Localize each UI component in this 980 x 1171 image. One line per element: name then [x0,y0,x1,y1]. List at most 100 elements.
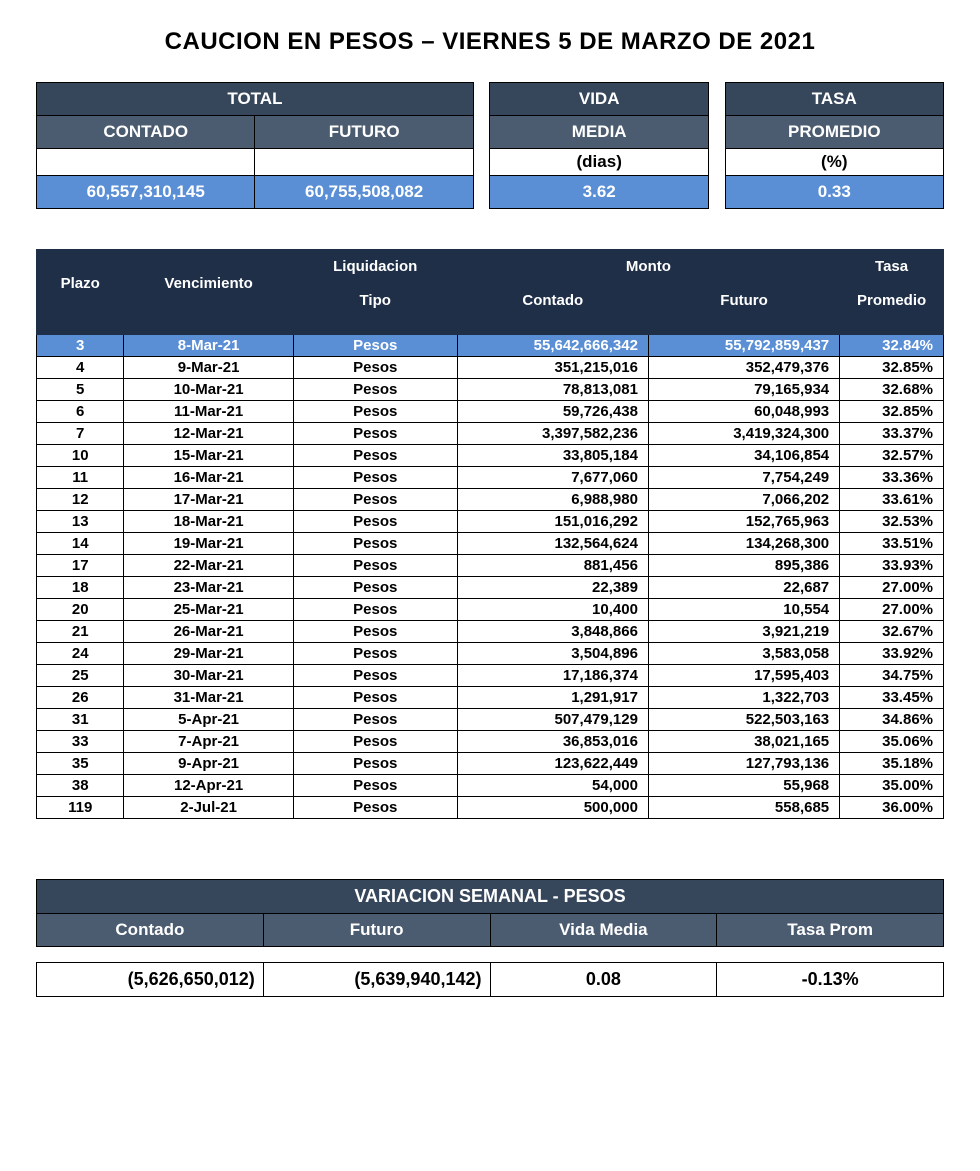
detail-table: Plazo Vencimiento Liquidacion Monto Tasa… [36,249,944,819]
var-col-contado: Contado [37,914,264,947]
cell-futuro: 79,165,934 [648,379,839,401]
cell-venc: 23-Mar-21 [124,577,293,599]
cell-venc: 12-Mar-21 [124,423,293,445]
cell-contado: 33,805,184 [457,445,648,467]
cell-futuro: 558,685 [648,797,839,819]
cell-tasa: 27.00% [840,599,944,621]
summary-tasaprom-value: 0.33 [725,176,943,209]
table-row: 2126-Mar-21Pesos3,848,8663,921,21932.67% [37,621,944,643]
table-row: 1318-Mar-21Pesos151,016,292152,765,96332… [37,511,944,533]
cell-futuro: 3,419,324,300 [648,423,839,445]
cell-tasa: 32.53% [840,511,944,533]
cell-tasa: 27.00% [840,577,944,599]
summary-promedio-header: PROMEDIO [725,116,943,149]
cell-plazo: 4 [37,357,124,379]
cell-tasa: 33.92% [840,643,944,665]
cell-plazo: 13 [37,511,124,533]
cell-plazo: 7 [37,423,124,445]
summary-dias-unit: (dias) [490,149,708,176]
table-row: 2631-Mar-21Pesos1,291,9171,322,70333.45% [37,687,944,709]
cell-futuro: 60,048,993 [648,401,839,423]
cell-contado: 151,016,292 [457,511,648,533]
cell-contado: 132,564,624 [457,533,648,555]
cell-plazo: 17 [37,555,124,577]
cell-futuro: 55,968 [648,775,839,797]
cell-contado: 7,677,060 [457,467,648,489]
cell-futuro: 3,921,219 [648,621,839,643]
cell-venc: 25-Mar-21 [124,599,293,621]
cell-plazo: 25 [37,665,124,687]
cell-contado: 351,215,016 [457,357,648,379]
cell-tipo: Pesos [293,665,457,687]
cell-tipo: Pesos [293,577,457,599]
summary-blank-1 [37,149,255,176]
summary-tasa-header: TASA [725,83,943,116]
cell-contado: 59,726,438 [457,401,648,423]
cell-plazo: 24 [37,643,124,665]
cell-venc: 30-Mar-21 [124,665,293,687]
summary-contado-header: CONTADO [37,116,255,149]
variacion-title: VARIACION SEMANAL - PESOS [37,880,944,914]
col-promedio: Promedio [840,284,944,318]
summary-total-header: TOTAL [37,83,474,116]
cell-plazo: 20 [37,599,124,621]
cell-tasa: 32.85% [840,401,944,423]
col-vencimiento: Vencimiento [124,250,293,318]
cell-tasa: 35.00% [840,775,944,797]
cell-tasa: 36.00% [840,797,944,819]
cell-tipo: Pesos [293,467,457,489]
cell-tipo: Pesos [293,775,457,797]
cell-contado: 36,853,016 [457,731,648,753]
cell-plazo: 38 [37,775,124,797]
cell-tasa: 33.93% [840,555,944,577]
cell-tipo: Pesos [293,753,457,775]
cell-tipo: Pesos [293,401,457,423]
cell-plazo: 119 [37,797,124,819]
cell-venc: 15-Mar-21 [124,445,293,467]
summary-futuro-header: FUTURO [255,116,473,149]
cell-futuro: 895,386 [648,555,839,577]
table-row: 1015-Mar-21Pesos33,805,18434,106,85432.5… [37,445,944,467]
cell-tipo: Pesos [293,445,457,467]
cell-futuro: 10,554 [648,599,839,621]
table-row: 2025-Mar-21Pesos10,40010,55427.00% [37,599,944,621]
var-vidamedia-value: 0.08 [490,963,717,997]
variacion-table: VARIACION SEMANAL - PESOS Contado Futuro… [36,879,944,997]
cell-venc: 26-Mar-21 [124,621,293,643]
table-row: 2429-Mar-21Pesos3,504,8963,583,05833.92% [37,643,944,665]
col-futuro: Futuro [648,284,839,318]
cell-venc: 19-Mar-21 [124,533,293,555]
var-col-tasaprom: Tasa Prom [717,914,944,947]
cell-tipo: Pesos [293,621,457,643]
detail-header-spacer [37,318,944,335]
cell-venc: 9-Mar-21 [124,357,293,379]
cell-contado: 22,389 [457,577,648,599]
cell-futuro: 7,066,202 [648,489,839,511]
cell-tasa: 32.57% [840,445,944,467]
cell-venc: 22-Mar-21 [124,555,293,577]
cell-tipo: Pesos [293,709,457,731]
cell-futuro: 152,765,963 [648,511,839,533]
cell-venc: 8-Mar-21 [124,335,293,357]
cell-tipo: Pesos [293,555,457,577]
cell-futuro: 352,479,376 [648,357,839,379]
cell-venc: 7-Apr-21 [124,731,293,753]
var-col-futuro: Futuro [263,914,490,947]
cell-tipo: Pesos [293,489,457,511]
cell-tasa: 32.67% [840,621,944,643]
cell-tasa: 35.18% [840,753,944,775]
table-row: 359-Apr-21Pesos123,622,449127,793,13635.… [37,753,944,775]
var-futuro-value: (5,639,940,142) [263,963,490,997]
cell-contado: 3,504,896 [457,643,648,665]
cell-plazo: 18 [37,577,124,599]
cell-tasa: 35.06% [840,731,944,753]
cell-tasa: 32.84% [840,335,944,357]
table-row: 1419-Mar-21Pesos132,564,624134,268,30033… [37,533,944,555]
cell-plazo: 35 [37,753,124,775]
cell-venc: 9-Apr-21 [124,753,293,775]
cell-futuro: 127,793,136 [648,753,839,775]
cell-tipo: Pesos [293,797,457,819]
cell-venc: 31-Mar-21 [124,687,293,709]
table-row: 1217-Mar-21Pesos6,988,9807,066,20233.61% [37,489,944,511]
cell-futuro: 22,687 [648,577,839,599]
